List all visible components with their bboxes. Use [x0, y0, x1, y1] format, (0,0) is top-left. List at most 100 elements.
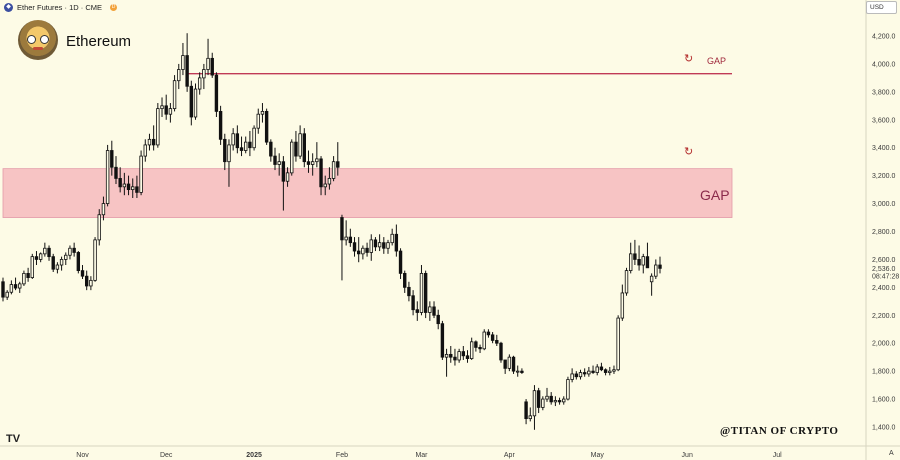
candle-body	[553, 400, 558, 403]
time-tick-label: Feb	[336, 452, 348, 459]
price-tick-label: 2,200.0	[872, 313, 895, 320]
candle-body	[298, 133, 302, 157]
price-tick-label: 2,000.0	[872, 341, 895, 348]
avatar-eye-right	[40, 35, 49, 44]
candle-body	[80, 270, 85, 277]
candle-body	[587, 370, 591, 375]
candle-body	[235, 133, 240, 149]
price-tick-label: 3,600.0	[872, 117, 895, 124]
candle-body	[131, 186, 135, 191]
candle-body	[315, 158, 319, 163]
candle-body	[59, 259, 64, 266]
candle-body	[64, 254, 68, 260]
candle-body	[616, 317, 620, 371]
market-status-icon[interactable]: D	[110, 3, 118, 11]
candle-body	[499, 342, 503, 361]
candle-body	[231, 133, 235, 146]
candle-body	[637, 259, 641, 266]
candle-body	[373, 239, 378, 248]
candle-body	[84, 275, 89, 287]
candle-body	[516, 370, 520, 373]
candle-body	[532, 390, 537, 417]
candle-body	[5, 291, 9, 298]
candle-body	[620, 292, 625, 319]
symbol-header[interactable]: ◆ Ether Futures · 1D · CME D	[4, 1, 118, 13]
candle-body	[394, 233, 399, 252]
candle-body	[528, 415, 532, 420]
candle-body	[654, 264, 658, 277]
candle-body	[51, 256, 55, 270]
candle-body	[227, 144, 231, 163]
candle-body	[608, 370, 612, 373]
candle-body	[474, 341, 478, 348]
candle-body	[101, 203, 106, 216]
candle-body	[38, 253, 43, 260]
candle-body	[336, 161, 340, 168]
time-tick-label: Nov	[76, 452, 89, 459]
candle-body	[428, 306, 432, 313]
candle-body	[629, 253, 633, 271]
candle-body	[331, 161, 336, 179]
candle-body	[244, 141, 248, 151]
candle-body	[185, 55, 189, 87]
candle-body	[156, 108, 160, 146]
candle-body	[352, 242, 357, 252]
candle-body	[273, 155, 277, 165]
avatar-eye-left	[27, 35, 36, 44]
time-tick-label: Jun	[682, 452, 693, 459]
candle-body	[43, 247, 47, 255]
price-tick-label: 3,400.0	[872, 145, 895, 152]
time-tick-label: 2025	[246, 452, 262, 459]
candle-body	[26, 272, 30, 278]
candle-body	[582, 372, 587, 375]
candle-body	[591, 370, 595, 373]
candle-body	[122, 183, 127, 188]
currency-button[interactable]: USD	[866, 1, 897, 14]
candle-body	[419, 272, 424, 313]
candle-body	[486, 331, 491, 336]
candle-body	[105, 150, 110, 204]
candle-body	[9, 284, 14, 293]
candle-body	[22, 272, 26, 285]
candle-body	[252, 127, 256, 149]
candle-body	[507, 356, 512, 369]
auto-scale-button[interactable]: A	[889, 450, 894, 457]
candle-body	[574, 373, 579, 378]
candle-body	[47, 247, 51, 258]
candle-body	[310, 161, 315, 165]
price-tick-label: 2,400.0	[872, 285, 895, 292]
candle-body	[277, 161, 281, 165]
candle-body	[72, 247, 76, 253]
candle-body	[645, 256, 650, 269]
candle-body	[482, 331, 486, 350]
time-axis[interactable]: Nov Dec 2025 Feb Mar Apr May Jun Jul	[76, 452, 782, 459]
bar-countdown: 08:47:28	[872, 273, 899, 280]
candle-body	[599, 366, 604, 371]
candle-body	[390, 233, 394, 244]
candle-body	[147, 138, 152, 146]
plot-area[interactable]	[0, 0, 866, 446]
last-price-label: 2,536.0 08:47:28	[872, 266, 899, 281]
candle-body	[164, 105, 168, 115]
candle-body	[403, 272, 407, 288]
magnet-icon: ↻	[684, 53, 694, 65]
time-tick-label: Mar	[415, 452, 428, 459]
candle-body	[541, 398, 545, 408]
candle-body	[76, 252, 81, 271]
avatar-mouth	[33, 47, 43, 50]
candle-body	[319, 158, 323, 188]
candle-body	[361, 247, 365, 255]
candle-body	[469, 341, 474, 359]
tradingview-logo[interactable]: TV	[6, 433, 21, 445]
candle-body	[612, 369, 616, 372]
candle-body	[210, 57, 214, 76]
candle-body	[570, 373, 574, 380]
candle-body	[181, 55, 185, 70]
price-axis[interactable]: 4,200.0 4,000.0 3,800.0 3,600.0 3,400.0 3,200…	[872, 34, 895, 432]
candle-body	[557, 400, 562, 403]
candle-body	[281, 161, 286, 182]
candle-body	[223, 138, 227, 163]
candle-body	[595, 366, 599, 373]
